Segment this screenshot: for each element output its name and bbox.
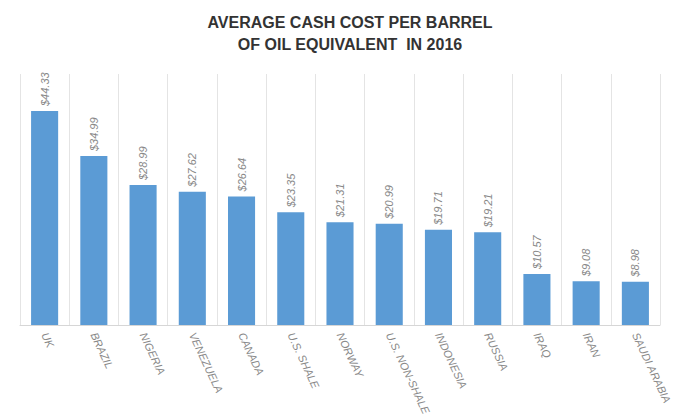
svg-text:VENEZUELA: VENEZUELA bbox=[187, 330, 226, 394]
svg-text:$19.71: $19.71 bbox=[432, 191, 444, 226]
svg-text:$8.98: $8.98 bbox=[629, 248, 641, 277]
svg-text:IRAQ: IRAQ bbox=[531, 330, 553, 360]
svg-text:RUSSIA: RUSSIA bbox=[482, 330, 510, 372]
svg-text:UK: UK bbox=[39, 330, 57, 350]
svg-text:$19.21: $19.21 bbox=[482, 194, 494, 229]
svg-text:$23.35: $23.35 bbox=[285, 173, 297, 209]
svg-text:OF OIL EQUIVALENT IN 2016: OF OIL EQUIVALENT IN 2016 bbox=[238, 36, 462, 53]
svg-text:$26.64: $26.64 bbox=[236, 158, 248, 193]
svg-text:IRAN: IRAN bbox=[581, 330, 603, 359]
svg-text:AVERAGE CASH COST PER BARREL: AVERAGE CASH COST PER BARREL bbox=[207, 14, 492, 31]
svg-text:NORWAY: NORWAY bbox=[335, 330, 367, 379]
svg-text:$21.31: $21.31 bbox=[334, 183, 346, 218]
svg-text:CANADA: CANADA bbox=[236, 330, 266, 377]
svg-text:$34.99: $34.99 bbox=[88, 117, 100, 152]
svg-text:$44.33: $44.33 bbox=[39, 71, 51, 107]
svg-text:BRAZIL: BRAZIL bbox=[88, 330, 115, 370]
svg-text:NIGERIA: NIGERIA bbox=[138, 330, 168, 376]
svg-text:U.S. SHALE: U.S. SHALE bbox=[285, 330, 322, 390]
svg-text:SAUDI ARABIA: SAUDI ARABIA bbox=[630, 330, 673, 404]
svg-text:$28.99: $28.99 bbox=[137, 146, 149, 181]
svg-text:U.S. NON-SHALE: U.S. NON-SHALE bbox=[384, 330, 433, 416]
svg-text:INDONESIA: INDONESIA bbox=[433, 330, 469, 390]
svg-text:$9.08: $9.08 bbox=[580, 248, 592, 277]
svg-text:$27.62: $27.62 bbox=[186, 153, 198, 188]
svg-text:$10.57: $10.57 bbox=[531, 234, 543, 270]
svg-text:$20.99: $20.99 bbox=[383, 185, 395, 220]
